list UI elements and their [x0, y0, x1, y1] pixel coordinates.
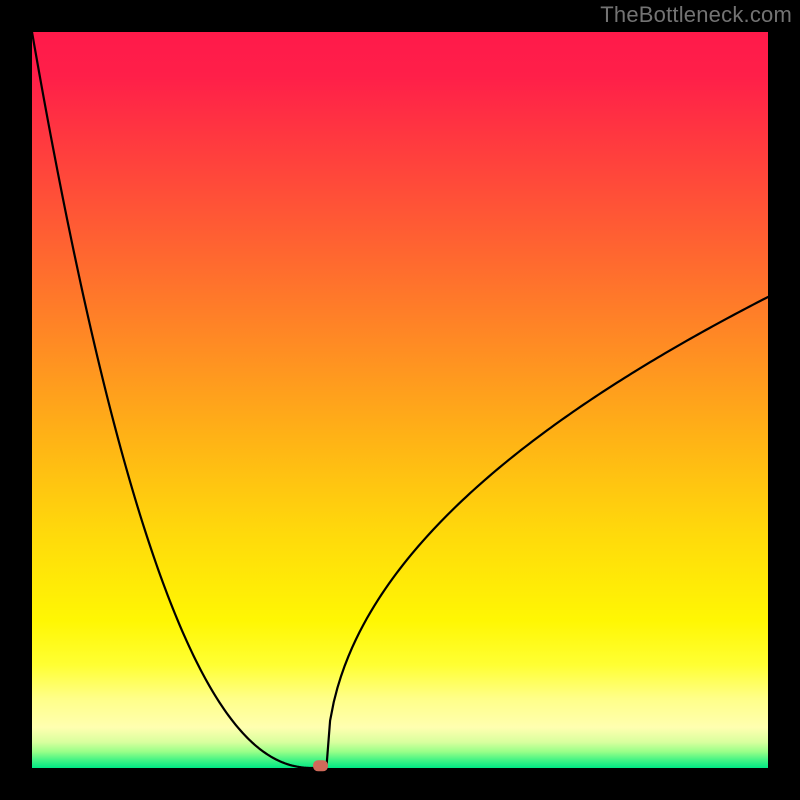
plot-background [32, 32, 768, 768]
watermark-text: TheBottleneck.com [600, 2, 792, 28]
chart-container: TheBottleneck.com [0, 0, 800, 800]
bottleneck-chart [0, 0, 800, 800]
vertex-marker [313, 760, 328, 771]
